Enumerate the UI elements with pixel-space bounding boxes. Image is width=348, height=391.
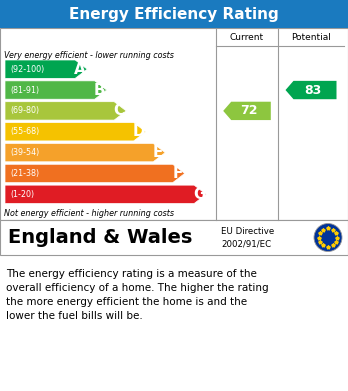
Text: (1-20): (1-20) (10, 190, 34, 199)
Text: A: A (74, 62, 86, 77)
Text: lower the fuel bills will be.: lower the fuel bills will be. (6, 311, 143, 321)
Text: B: B (94, 83, 105, 97)
Text: (92-100): (92-100) (10, 65, 44, 74)
Text: 72: 72 (240, 104, 258, 117)
Polygon shape (5, 185, 206, 203)
Text: Potential: Potential (291, 34, 331, 43)
Text: E: E (153, 145, 164, 160)
Text: (21-38): (21-38) (10, 169, 39, 178)
Text: D: D (132, 124, 145, 139)
Text: Very energy efficient - lower running costs: Very energy efficient - lower running co… (4, 50, 174, 59)
Text: G: G (193, 187, 205, 202)
Text: (39-54): (39-54) (10, 148, 39, 157)
Text: (55-68): (55-68) (10, 127, 39, 136)
Polygon shape (5, 60, 87, 78)
Polygon shape (5, 143, 165, 162)
Text: the more energy efficient the home is and the: the more energy efficient the home is an… (6, 297, 247, 307)
Polygon shape (223, 102, 271, 120)
Text: F: F (173, 166, 183, 181)
Polygon shape (5, 164, 185, 183)
Text: The energy efficiency rating is a measure of the: The energy efficiency rating is a measur… (6, 269, 257, 279)
Polygon shape (5, 122, 146, 141)
Text: England & Wales: England & Wales (8, 228, 192, 247)
Polygon shape (285, 81, 337, 99)
Text: 83: 83 (304, 84, 322, 97)
Text: overall efficiency of a home. The higher the rating: overall efficiency of a home. The higher… (6, 283, 269, 293)
Text: (81-91): (81-91) (10, 86, 39, 95)
Polygon shape (5, 81, 107, 99)
Text: C: C (114, 103, 125, 118)
Bar (0, 28, 348, 220)
Bar (0, 0, 348, 28)
Circle shape (314, 224, 342, 251)
Text: (69-80): (69-80) (10, 106, 39, 115)
Text: 2002/91/EC: 2002/91/EC (221, 239, 271, 248)
Text: Current: Current (230, 34, 264, 43)
Bar (0, 220, 348, 255)
Text: EU Directive: EU Directive (221, 227, 274, 236)
Polygon shape (5, 102, 126, 120)
Text: Not energy efficient - higher running costs: Not energy efficient - higher running co… (4, 208, 174, 217)
Text: Energy Efficiency Rating: Energy Efficiency Rating (69, 7, 279, 22)
